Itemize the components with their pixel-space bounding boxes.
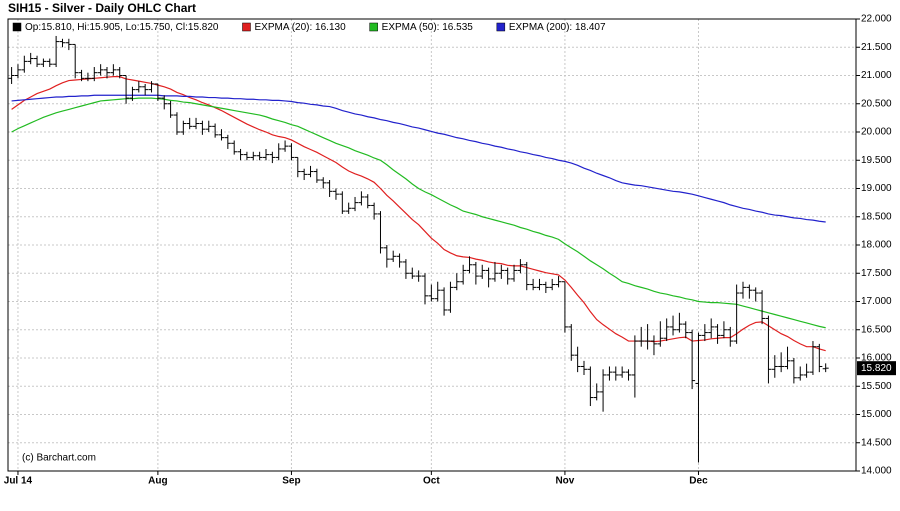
y-tick-label: 21.000 [861,70,892,81]
y-tick-label: 21.500 [861,42,892,53]
legend-label: EXPMA (50): 16.535 [382,22,474,33]
y-tick-label: 15.500 [861,381,892,392]
x-tick-label: Nov [555,476,574,487]
y-tick-label: 14.500 [861,437,892,448]
y-tick-label: 17.500 [861,268,892,279]
y-tick-label: 22.000 [861,14,892,25]
y-tick-label: 19.000 [861,183,892,194]
credit: (c) Barchart.com [22,453,96,464]
x-tick-label: Oct [423,476,440,487]
last-price-box [857,361,896,376]
y-tick-label: 17.000 [861,296,892,307]
y-tick-label: 14.000 [861,466,892,477]
y-tick-label: 19.500 [861,155,892,166]
y-tick-label: 16.500 [861,324,892,335]
x-tick-label: Jul 14 [4,476,33,487]
ma-line [11,94,826,223]
legend-swatch [12,22,22,32]
chart-title: SIH15 - Silver - Daily OHLC Chart [8,1,196,15]
legend-label: EXPMA (20): 16.130 [254,22,346,33]
x-tick-label: Sep [282,476,300,487]
legend-swatch [242,22,251,32]
last-price-label: 15.820 [861,363,892,374]
legend-swatch [369,22,378,32]
legend-label: EXPMA (200): 18.407 [509,22,606,33]
ma-line [11,97,826,329]
y-tick-label: 20.000 [861,127,892,138]
y-tick-label: 18.000 [861,240,892,251]
plot-frame [7,18,857,472]
x-tick-label: Aug [148,476,167,487]
y-tick-label: 20.500 [861,98,892,109]
y-tick-label: 16.000 [861,353,892,364]
x-tick-label: Dec [689,476,708,487]
legend-label: Op:15.810, Hi:15.905, Lo:15.750, Cl:15.8… [25,22,219,33]
y-tick-label: 18.500 [861,211,892,222]
y-tick-label: 15.000 [861,409,892,420]
ma-line [11,76,826,352]
legend-swatch [496,22,506,32]
